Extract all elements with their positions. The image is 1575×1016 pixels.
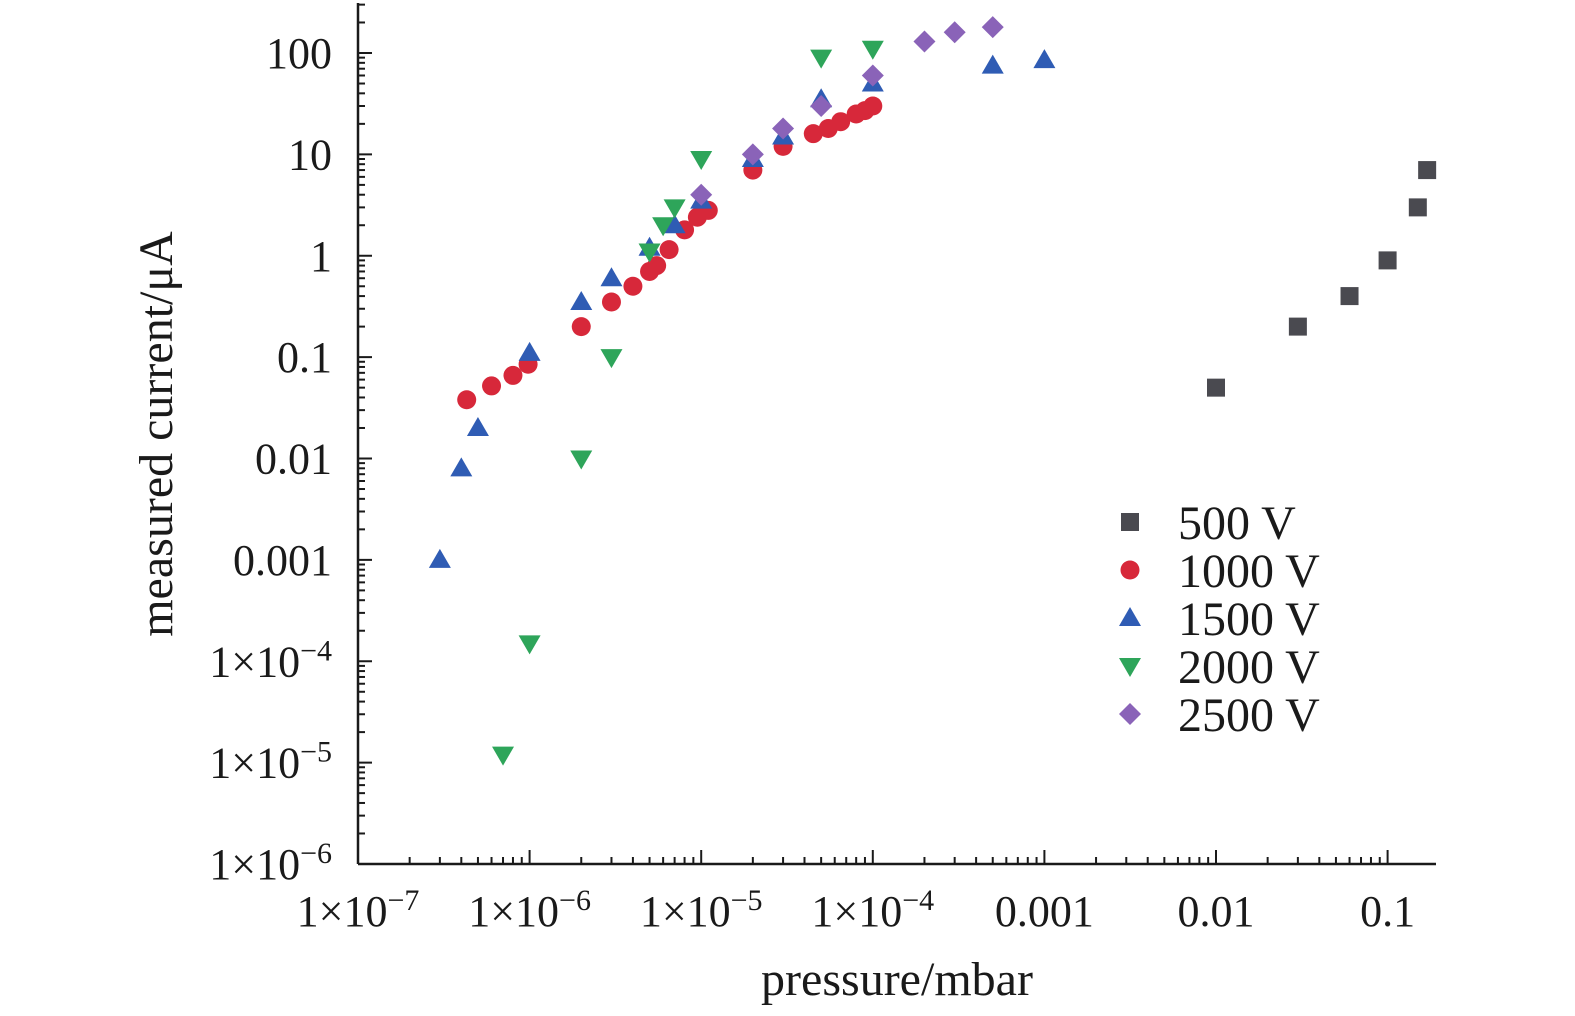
data-point bbox=[503, 365, 523, 385]
data-point bbox=[570, 290, 593, 310]
y-tick-label: 1×10−5 bbox=[209, 736, 332, 788]
data-point bbox=[600, 349, 623, 369]
legend-marker bbox=[1120, 560, 1140, 580]
data-point bbox=[943, 21, 966, 44]
legend-label: 2500 V bbox=[1178, 689, 1320, 742]
y-tick-label: 1 bbox=[310, 232, 332, 281]
legend-marker bbox=[1119, 607, 1141, 626]
x-axis-ticks bbox=[357, 850, 1389, 864]
x-tick-label: 0.001 bbox=[995, 887, 1094, 936]
x-tick-label: 0.01 bbox=[1178, 887, 1255, 936]
data-point bbox=[861, 40, 884, 60]
data-point bbox=[571, 317, 591, 337]
x-axis-title: pressure/mbar bbox=[761, 953, 1033, 1006]
data-point bbox=[1378, 251, 1397, 270]
axes bbox=[356, 3, 1436, 866]
data-point bbox=[466, 416, 489, 436]
data-point bbox=[981, 54, 1004, 74]
series-1 bbox=[1207, 161, 1437, 397]
data-point bbox=[741, 143, 764, 166]
legend-marker bbox=[1119, 703, 1141, 725]
data-point bbox=[570, 450, 593, 470]
y-tick-label: 1×10−4 bbox=[209, 634, 332, 686]
data-point bbox=[1340, 287, 1359, 306]
data-point bbox=[861, 64, 884, 87]
y-axis-tick-labels: 1×10−6 1×10−5 1×10−4 0.001 0.01 0.1 1 10 100 bbox=[209, 29, 332, 889]
data-point bbox=[638, 243, 661, 263]
data-point bbox=[1418, 161, 1437, 180]
x-tick-label: 1×10−4 bbox=[811, 884, 934, 936]
x-axis-tick-labels: 1×10−7 1×10−6 1×10−5 1×10−4 0.001 0.01 0.1 bbox=[297, 884, 1415, 936]
data-point bbox=[981, 16, 1004, 39]
data-point bbox=[601, 292, 621, 312]
legend-label: 2000 V bbox=[1178, 641, 1320, 694]
data-point bbox=[690, 151, 713, 171]
legend-item: 2500 V bbox=[1119, 689, 1320, 742]
legend-label: 1000 V bbox=[1178, 545, 1320, 598]
legend-label: 1500 V bbox=[1178, 593, 1320, 646]
data-point bbox=[663, 199, 686, 219]
x-tick-label: 0.1 bbox=[1360, 887, 1415, 936]
legend-item: 1000 V bbox=[1120, 545, 1320, 598]
data-point bbox=[831, 112, 851, 132]
data-point bbox=[810, 95, 833, 118]
data-point bbox=[803, 124, 823, 144]
data-point bbox=[518, 635, 541, 655]
data-point bbox=[647, 256, 667, 276]
y-tick-label: 10 bbox=[288, 130, 332, 179]
data-point bbox=[652, 217, 675, 237]
data-point bbox=[428, 548, 451, 568]
data-point bbox=[450, 457, 473, 477]
data-point bbox=[1288, 317, 1307, 336]
y-tick-label: 0.1 bbox=[277, 333, 332, 382]
y-tick-label: 0.01 bbox=[255, 435, 332, 484]
data-point bbox=[518, 341, 541, 361]
data-point bbox=[663, 214, 686, 234]
x-tick-label: 1×10−6 bbox=[468, 884, 591, 936]
data-point bbox=[659, 240, 679, 260]
legend-marker bbox=[1121, 513, 1139, 531]
data-points bbox=[428, 16, 1437, 766]
data-point bbox=[492, 746, 515, 766]
legend-item: 1500 V bbox=[1119, 593, 1320, 646]
legend-label: 500 V bbox=[1178, 497, 1296, 550]
legend-item: 2000 V bbox=[1119, 641, 1320, 694]
y-axis-title: measured current/μA bbox=[130, 231, 183, 637]
data-point bbox=[1207, 378, 1225, 397]
data-point bbox=[690, 183, 713, 206]
y-tick-label: 100 bbox=[266, 29, 332, 78]
data-point bbox=[457, 390, 477, 410]
series-5 bbox=[690, 16, 1004, 206]
x-tick-label: 1×10−7 bbox=[297, 884, 420, 936]
series-4 bbox=[492, 40, 884, 766]
data-point bbox=[772, 117, 795, 140]
series-3 bbox=[428, 49, 1056, 568]
data-point bbox=[1033, 49, 1056, 69]
data-point bbox=[482, 376, 502, 396]
legend-marker bbox=[1119, 658, 1141, 677]
x-tick-label: 1×10−5 bbox=[640, 884, 763, 936]
data-point bbox=[623, 276, 643, 296]
data-point bbox=[863, 96, 883, 116]
y-tick-label: 0.001 bbox=[233, 536, 332, 585]
data-point bbox=[810, 49, 833, 69]
data-point bbox=[1408, 198, 1427, 217]
data-point bbox=[600, 267, 623, 287]
y-tick-label: 1×10−6 bbox=[209, 837, 332, 889]
data-point bbox=[913, 30, 936, 53]
series-2 bbox=[457, 96, 883, 410]
legend-item: 500 V bbox=[1121, 497, 1296, 550]
y-axis-ticks bbox=[358, 3, 372, 865]
